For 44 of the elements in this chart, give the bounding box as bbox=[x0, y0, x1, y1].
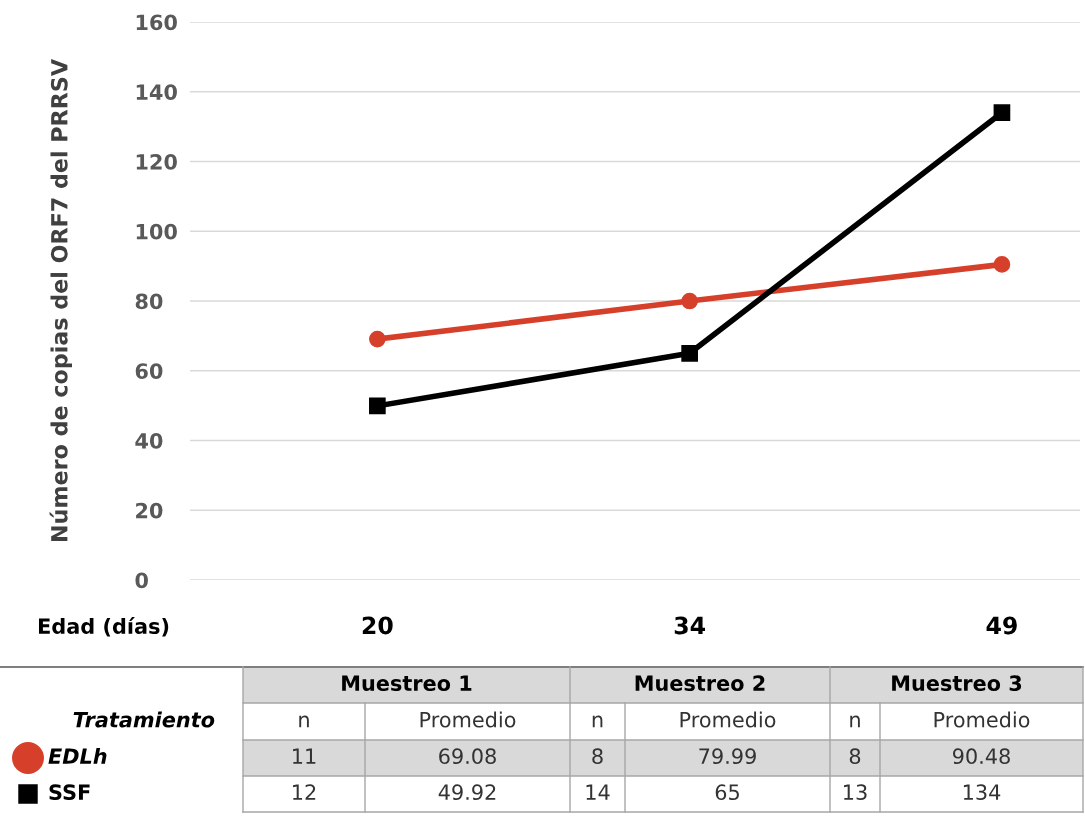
text: 13 bbox=[844, 784, 867, 801]
text: Promedio bbox=[934, 711, 1030, 728]
text: n bbox=[592, 715, 603, 728]
text: Muestreo 3 bbox=[892, 675, 1022, 692]
x-axis-title: Edad (días) bbox=[38, 617, 169, 637]
y-axis-title: Número de copias del ORF7 del PRRSV bbox=[49, 59, 72, 541]
text: 14 bbox=[586, 784, 610, 800]
text: Promedio bbox=[680, 711, 776, 728]
text: Tratamiento bbox=[73, 711, 215, 728]
text: 12 bbox=[293, 784, 316, 800]
text: Muestreo 1 bbox=[342, 675, 472, 692]
legend-label: SSF bbox=[49, 784, 90, 801]
legend-label: EDLh bbox=[48, 747, 107, 764]
point bbox=[369, 397, 386, 415]
data-label: 69.08 bbox=[439, 748, 496, 765]
point bbox=[993, 256, 1011, 273]
data-label: 79.99 bbox=[699, 748, 756, 765]
y-tick-label: 40 bbox=[135, 432, 163, 449]
point bbox=[369, 330, 386, 348]
text: Promedio bbox=[420, 711, 516, 728]
x-tick-label: 20 bbox=[362, 616, 393, 635]
data-label: 90.48 bbox=[952, 748, 1010, 765]
text: 8 bbox=[592, 748, 603, 765]
y-tick-label: 60 bbox=[135, 363, 163, 379]
text: 8 bbox=[849, 748, 861, 765]
y-tick-label: 160 bbox=[136, 14, 177, 31]
y-tick-label: 120 bbox=[136, 153, 177, 170]
y-tick-label: 20 bbox=[136, 502, 163, 519]
data-label: 65 bbox=[715, 784, 739, 801]
point bbox=[681, 292, 698, 310]
y-tick-label: 100 bbox=[136, 223, 177, 240]
y-tick-label: 80 bbox=[135, 293, 163, 310]
point bbox=[993, 104, 1011, 122]
point bbox=[681, 344, 698, 362]
data-label: 49.92 bbox=[438, 784, 496, 801]
y-tick-label: 140 bbox=[136, 84, 177, 100]
y-tick-label: 0 bbox=[135, 572, 148, 589]
x-tick-label: 34 bbox=[674, 616, 705, 635]
text: n bbox=[299, 715, 309, 728]
text: 11 bbox=[293, 748, 316, 764]
x-tick-label: 49 bbox=[986, 616, 1017, 635]
data-label: 134 bbox=[963, 784, 1001, 801]
text: n bbox=[850, 715, 860, 728]
text: Muestreo 2 bbox=[635, 675, 765, 692]
